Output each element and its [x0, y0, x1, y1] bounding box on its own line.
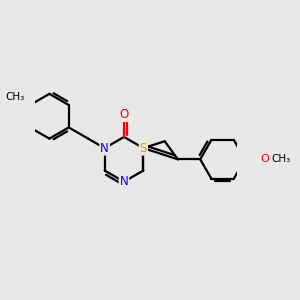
Text: O: O — [119, 108, 129, 121]
Text: CH₃: CH₃ — [6, 92, 25, 102]
Text: S: S — [140, 142, 147, 154]
Text: CH₃: CH₃ — [271, 154, 290, 164]
Text: N: N — [100, 142, 109, 154]
Text: N: N — [120, 175, 128, 188]
Text: O: O — [261, 154, 269, 164]
